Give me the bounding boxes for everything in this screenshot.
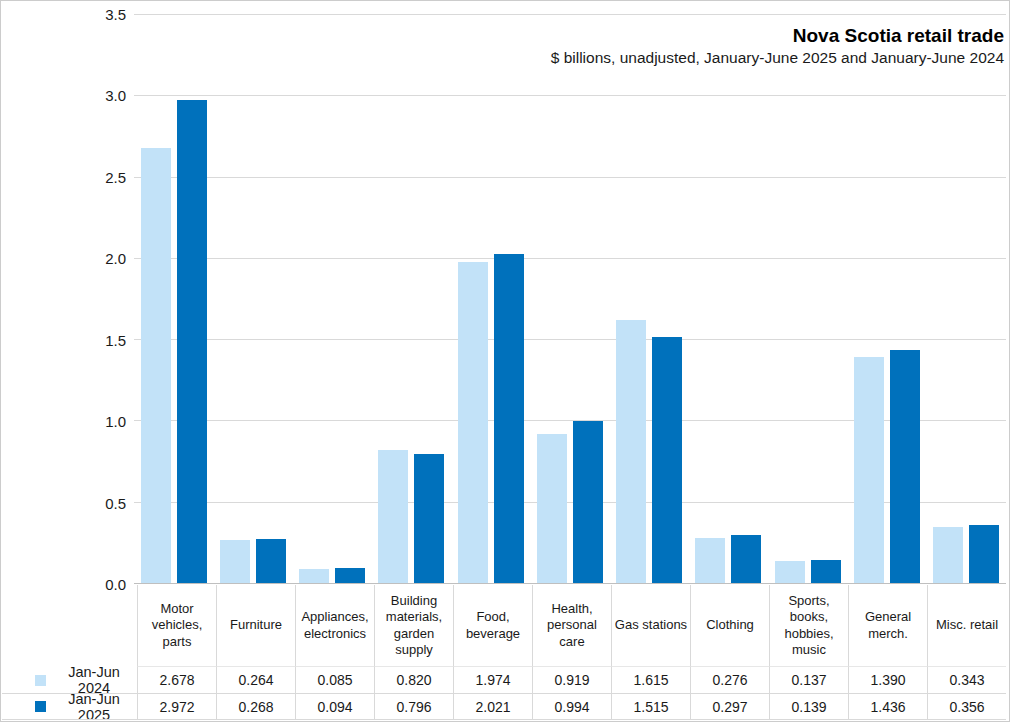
value-cell-jan-jun-2024-misc-retail: 0.343 [927, 667, 1006, 694]
bar-jan-jun-2024 [854, 357, 884, 583]
value-cell-jan-jun-2024-gas-stations: 1.615 [611, 667, 690, 694]
category-header-building-materials-garden-supply: Building materials, garden supply [374, 585, 453, 667]
value-cell-jan-jun-2025-motor-vehicles-parts: 2.972 [137, 694, 216, 720]
bar-jan-jun-2024 [458, 262, 488, 583]
y-tick-label: 0.5 [1, 495, 126, 510]
bar-jan-jun-2024 [299, 569, 329, 583]
category-header-gas-stations: Gas stations [611, 585, 690, 667]
legend-label: Jan-Jun 2025 [51, 694, 137, 720]
bar-jan-jun-2025 [494, 254, 524, 583]
legend-swatch-jan-jun-2025 [35, 701, 46, 712]
bar-jan-jun-2025 [256, 539, 286, 583]
chart-header: Nova Scotia retail trade $ billions, una… [551, 24, 1004, 68]
bar-jan-jun-2025 [177, 100, 207, 583]
bar-group-gas-stations [610, 14, 689, 583]
value-cell-jan-jun-2024-health-personal-care: 0.919 [532, 667, 611, 694]
legend-label: Jan-Jun 2024 [51, 667, 137, 694]
bar-group-health-personal-care [530, 14, 609, 583]
category-header-general-merch: General merch. [848, 585, 927, 667]
value-cell-jan-jun-2025-gas-stations: 1.515 [611, 694, 690, 720]
bar-jan-jun-2024 [220, 540, 250, 583]
bar-jan-jun-2025 [414, 454, 444, 583]
category-header-food-beverage: Food, beverage [453, 585, 532, 667]
bar-group-sports-books-hobbies-music [768, 14, 847, 583]
bar-jan-jun-2024 [537, 434, 567, 583]
value-cell-jan-jun-2024-general-merch: 1.390 [848, 667, 927, 694]
value-cell-jan-jun-2025-sports-books-hobbies-music: 0.139 [769, 694, 848, 720]
value-cell-jan-jun-2025-health-personal-care: 0.994 [532, 694, 611, 720]
category-header-furniture: Furniture [216, 585, 295, 667]
bar-group-clothing [689, 14, 768, 583]
legend-item-jan-jun-2024: Jan-Jun 2024 [2, 667, 137, 694]
category-header-health-personal-care: Health, personal care [532, 585, 611, 667]
bar-series-container [134, 14, 1006, 583]
bar-jan-jun-2024 [378, 450, 408, 583]
value-cell-jan-jun-2025-building-materials-garden-supply: 0.796 [374, 694, 453, 720]
y-tick-label: 1.5 [1, 332, 126, 347]
value-cell-jan-jun-2025-food-beverage: 2.021 [453, 694, 532, 720]
y-tick-label: 3.5 [1, 7, 126, 22]
bar-group-building-materials-garden-supply [372, 14, 451, 583]
value-cell-jan-jun-2024-food-beverage: 1.974 [453, 667, 532, 694]
category-header-appliances-electronics: Appliances, electronics [295, 585, 374, 667]
bar-group-motor-vehicles-parts [134, 14, 213, 583]
plot-area [134, 14, 1006, 584]
table-corner-cell [2, 585, 137, 667]
bar-jan-jun-2024 [141, 148, 171, 583]
value-cell-jan-jun-2024-building-materials-garden-supply: 0.820 [374, 667, 453, 694]
bar-jan-jun-2024 [933, 527, 963, 583]
bar-jan-jun-2025 [731, 535, 761, 583]
y-tick-label: 2.0 [1, 251, 126, 266]
value-cell-jan-jun-2024-motor-vehicles-parts: 2.678 [137, 667, 216, 694]
data-table: Motor vehicles, partsFurnitureAppliances… [2, 585, 1006, 720]
bar-group-misc-retail [927, 14, 1006, 583]
y-tick-label: 1.0 [1, 414, 126, 429]
y-tick-label: 3.0 [1, 88, 126, 103]
y-tick-label: 2.5 [1, 169, 126, 184]
bar-jan-jun-2025 [335, 568, 365, 583]
category-header-sports-books-hobbies-music: Sports, books, hobbies, music [769, 585, 848, 667]
value-cell-jan-jun-2024-furniture: 0.264 [216, 667, 295, 694]
category-header-misc-retail: Misc. retail [927, 585, 1006, 667]
bar-group-furniture [213, 14, 292, 583]
bar-jan-jun-2024 [616, 320, 646, 583]
bar-group-appliances-electronics [293, 14, 372, 583]
value-cell-jan-jun-2025-general-merch: 1.436 [848, 694, 927, 720]
bar-jan-jun-2025 [573, 421, 603, 583]
value-cell-jan-jun-2025-clothing: 0.297 [690, 694, 769, 720]
value-cell-jan-jun-2024-clothing: 0.276 [690, 667, 769, 694]
bar-group-general-merch [847, 14, 926, 583]
bar-jan-jun-2025 [969, 525, 999, 583]
value-cell-jan-jun-2024-sports-books-hobbies-music: 0.137 [769, 667, 848, 694]
bar-jan-jun-2025 [811, 560, 841, 583]
value-cell-jan-jun-2025-appliances-electronics: 0.094 [295, 694, 374, 720]
chart-frame: 0.00.51.01.52.02.53.03.5 Nova Scotia ret… [0, 0, 1010, 722]
legend-swatch-jan-jun-2024 [35, 675, 46, 686]
bar-jan-jun-2024 [695, 538, 725, 583]
bar-jan-jun-2025 [652, 337, 682, 583]
value-cell-jan-jun-2025-misc-retail: 0.356 [927, 694, 1006, 720]
legend-item-jan-jun-2025: Jan-Jun 2025 [2, 694, 137, 720]
value-cell-jan-jun-2024-appliances-electronics: 0.085 [295, 667, 374, 694]
value-cell-jan-jun-2025-furniture: 0.268 [216, 694, 295, 720]
y-axis: 0.00.51.01.52.02.53.03.5 [1, 14, 126, 584]
bar-group-food-beverage [451, 14, 530, 583]
chart-subtitle: $ billions, unadjusted, January-June 202… [551, 47, 1004, 68]
chart-title: Nova Scotia retail trade [551, 24, 1004, 47]
bar-jan-jun-2025 [890, 350, 920, 583]
category-header-clothing: Clothing [690, 585, 769, 667]
category-header-motor-vehicles-parts: Motor vehicles, parts [137, 585, 216, 667]
bar-jan-jun-2024 [775, 561, 805, 583]
